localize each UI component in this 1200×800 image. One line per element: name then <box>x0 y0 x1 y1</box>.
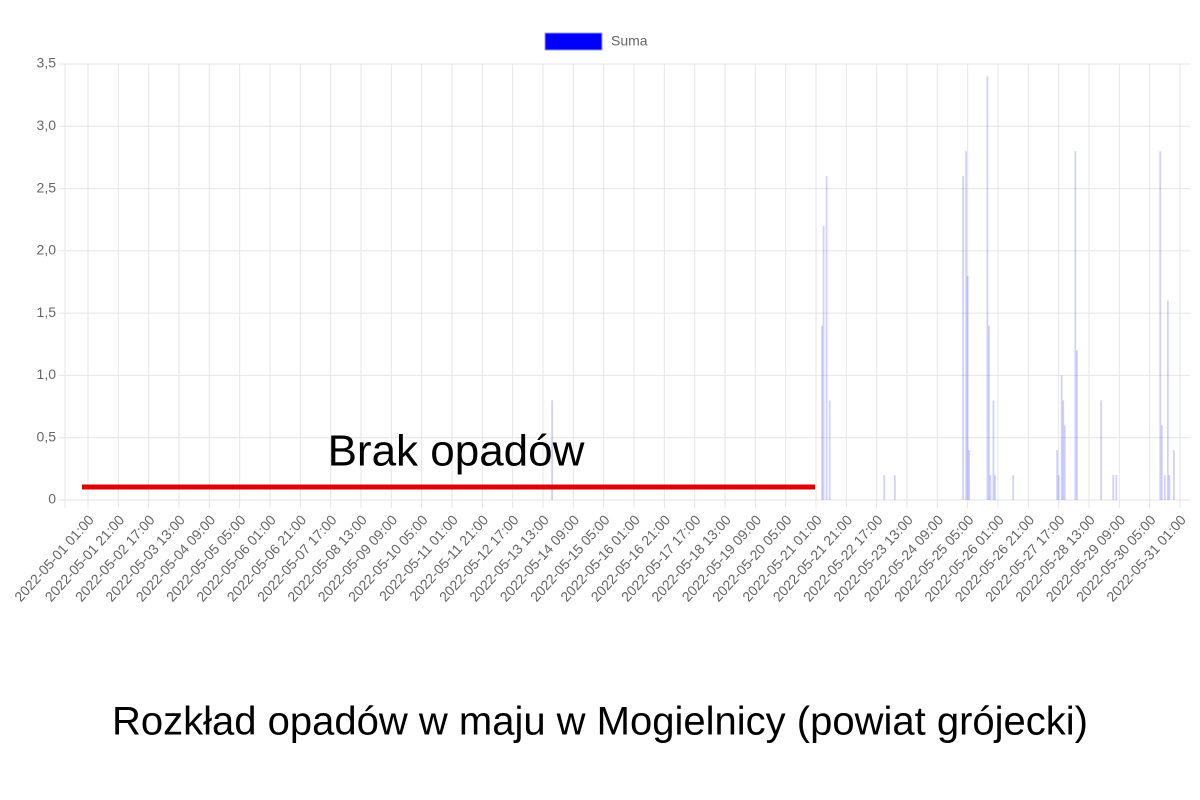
bar <box>1168 475 1171 500</box>
bar <box>1074 151 1077 500</box>
bar <box>994 475 996 500</box>
bar <box>1062 400 1065 500</box>
bar <box>1166 300 1169 500</box>
y-tick-label: 3,5 <box>37 55 57 71</box>
bar <box>822 225 825 500</box>
bar <box>1063 425 1066 500</box>
bar <box>883 475 886 500</box>
bar <box>966 275 969 500</box>
bar <box>825 176 828 500</box>
legend-label: Suma <box>611 33 648 49</box>
bar <box>1173 450 1175 500</box>
chart-title: Rozkład opadów w maju w Mogielnicy (powi… <box>112 700 1088 744</box>
bar <box>1012 475 1015 500</box>
bar <box>1159 151 1162 500</box>
bar <box>986 76 989 500</box>
y-tick-label: 2,0 <box>37 242 57 258</box>
bar <box>551 400 553 500</box>
y-tick-label: 0 <box>48 491 56 507</box>
bar <box>1075 350 1078 500</box>
y-tick-label: 1,5 <box>37 304 57 320</box>
bar <box>1057 475 1060 500</box>
bar <box>989 475 992 500</box>
bar <box>821 325 823 500</box>
bars <box>551 76 1175 500</box>
y-tick-label: 0,5 <box>37 428 57 444</box>
bar <box>992 400 995 500</box>
legend-swatch <box>544 32 603 51</box>
bar <box>988 325 990 500</box>
bar <box>1060 375 1063 500</box>
bar <box>965 151 968 500</box>
bar <box>1163 475 1166 500</box>
bar <box>828 400 831 500</box>
annotation: Brak opadów <box>328 427 585 476</box>
y-tick-label: 1,0 <box>37 366 57 382</box>
bar <box>1115 475 1118 500</box>
bar <box>1100 400 1103 500</box>
bar <box>962 176 965 500</box>
y-tick-label: 2,5 <box>37 179 57 195</box>
bar <box>1112 475 1115 500</box>
bar <box>1160 425 1163 500</box>
bar <box>893 475 896 500</box>
y-tick-label: 3,0 <box>37 117 57 133</box>
bar <box>968 450 971 500</box>
bar <box>1056 450 1059 500</box>
